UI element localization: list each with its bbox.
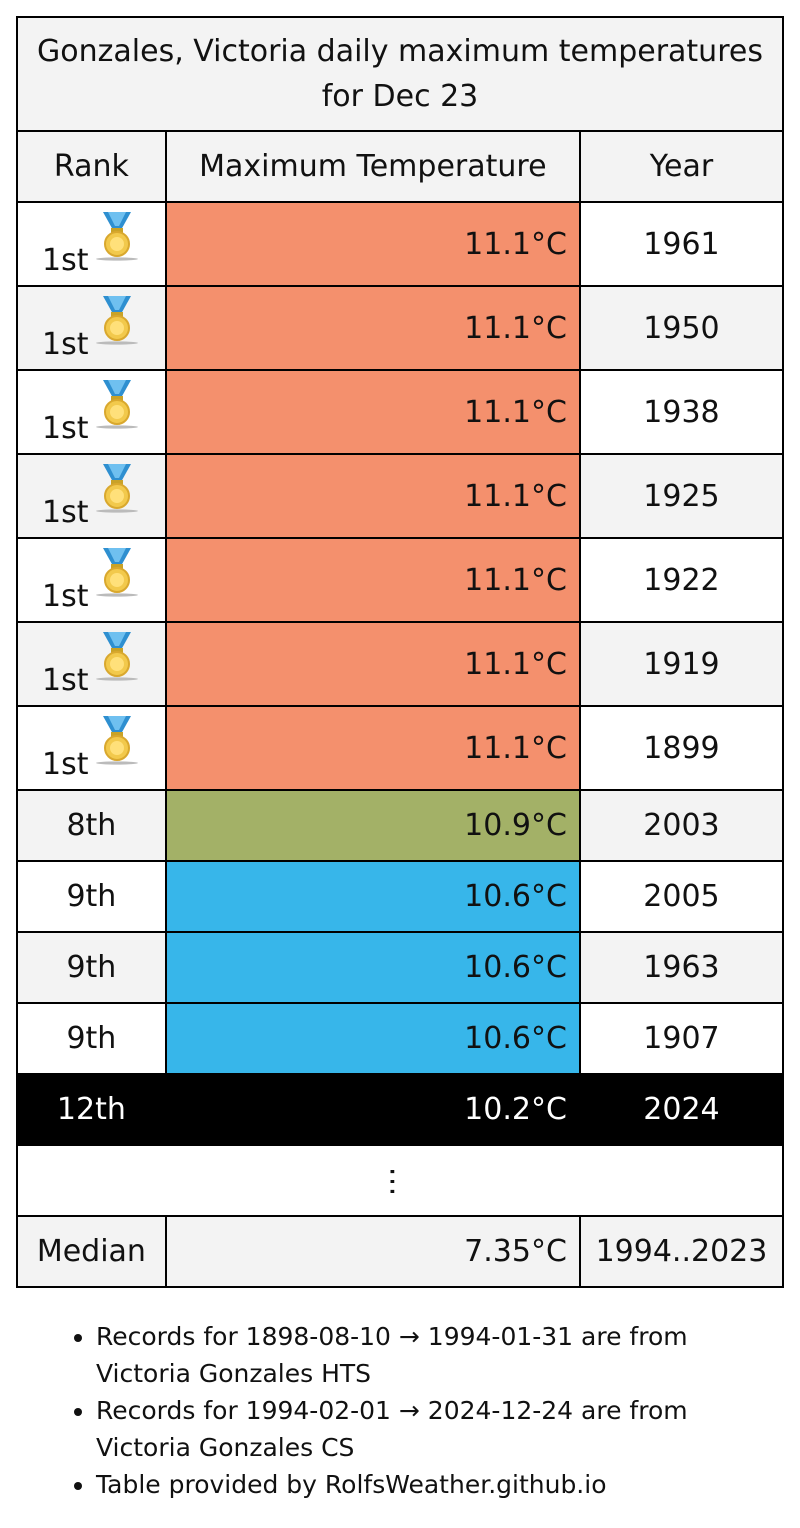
gold-medal-icon xyxy=(94,546,140,598)
rank-cell: 9th xyxy=(16,931,167,1004)
rank-cell: 1st xyxy=(16,369,167,455)
table-row: 1st 11.1°C 1961 xyxy=(16,201,785,287)
gold-medal-icon xyxy=(94,210,140,262)
record-rows: 1st 11.1°C 1961 1st 11.1°C 1950 1st 11.1°C 1938 1… xyxy=(16,201,785,1075)
temperature-cell: 11.1°C xyxy=(164,705,581,791)
table-row: 1st 11.1°C 1925 xyxy=(16,453,785,539)
table-row: 1st 11.1°C 1938 xyxy=(16,369,785,455)
current-year-row: 12th 10.2°C 2024 xyxy=(16,1073,785,1146)
rank-cell: 8th xyxy=(16,789,167,862)
rank-cell: 1st xyxy=(16,201,167,287)
temperature-cell: 11.1°C xyxy=(164,621,581,707)
rank-cell: 1st xyxy=(16,621,167,707)
rank-label: 1st xyxy=(42,411,89,446)
rank-label: 1st xyxy=(42,327,89,362)
temperature-cell: 11.1°C xyxy=(164,201,581,287)
ellipsis-row: … xyxy=(16,1144,784,1217)
caption-row: Gonzales, Victoria daily maximum tempera… xyxy=(16,16,784,132)
temperature-cell: 10.9°C xyxy=(164,789,581,862)
table-row: 1st 11.1°C 1899 xyxy=(16,705,785,791)
year-cell: 1922 xyxy=(578,537,785,623)
gold-medal-icon xyxy=(94,294,140,346)
notes-list: Records for 1898-08-10 → 1994-01-31 are … xyxy=(56,1318,776,1503)
gold-medal-icon xyxy=(94,462,140,514)
note-item: Records for 1994-02-01 → 2024-12-24 are … xyxy=(96,1392,776,1466)
temperature-cell: 10.6°C xyxy=(164,860,581,933)
temperature-cell: 10.2°C xyxy=(164,1073,581,1146)
year-cell: 1925 xyxy=(578,453,785,539)
ellipsis-text: … xyxy=(382,1166,418,1195)
temperature-cell: 11.1°C xyxy=(164,369,581,455)
rank-label: 1st xyxy=(42,495,89,530)
table-row: 8th 10.9°C 2003 xyxy=(16,789,785,862)
year-cell: 2003 xyxy=(578,789,785,862)
gold-medal-icon xyxy=(94,630,140,682)
year-cell: 2005 xyxy=(578,860,785,933)
table-row: 9th 10.6°C 1963 xyxy=(16,931,785,1004)
year-cell: 1938 xyxy=(578,369,785,455)
records-table: Gonzales, Victoria daily maximum tempera… xyxy=(16,16,785,1288)
note-item: Table provided by RolfsWeather.github.io xyxy=(96,1466,776,1503)
rank-cell: 12th xyxy=(16,1073,167,1146)
table-row: 1st 11.1°C 1922 xyxy=(16,537,785,623)
gold-medal-icon xyxy=(94,378,140,430)
table-row: 9th 10.6°C 2005 xyxy=(16,860,785,933)
rank-label: 9th xyxy=(66,1021,117,1056)
year-cell: 1950 xyxy=(578,285,785,371)
rank-cell: 1st xyxy=(16,537,167,623)
rank-label: 1st xyxy=(42,579,89,614)
rank-cell: 9th xyxy=(16,1002,167,1075)
median-label: Median xyxy=(16,1215,167,1288)
year-cell: 1961 xyxy=(578,201,785,287)
column-header-max-temperature: Maximum Temperature xyxy=(164,130,581,203)
rank-cell: 1st xyxy=(16,705,167,791)
rank-cell: 1st xyxy=(16,285,167,371)
table-caption: Gonzales, Victoria daily maximum tempera… xyxy=(16,16,784,132)
gold-medal-icon xyxy=(94,714,140,766)
more-rows-ellipsis: … xyxy=(16,1144,784,1217)
year-cell: 2024 xyxy=(578,1073,785,1146)
rank-label: 1st xyxy=(42,243,89,278)
table-row: 9th 10.6°C 1907 xyxy=(16,1002,785,1075)
temperature-cell: 11.1°C xyxy=(164,285,581,371)
median-temperature: 7.35°C xyxy=(164,1215,581,1288)
year-cell: 1919 xyxy=(578,621,785,707)
temperature-cell: 10.6°C xyxy=(164,931,581,1004)
year-cell: 1899 xyxy=(578,705,785,791)
year-cell: 1963 xyxy=(578,931,785,1004)
rank-cell: 1st xyxy=(16,453,167,539)
median-row: Median 7.35°C 1994..2023 xyxy=(16,1215,785,1288)
table-row: 1st 11.1°C 1950 xyxy=(16,285,785,371)
rank-cell: 9th xyxy=(16,860,167,933)
rank-label: 1st xyxy=(42,663,89,698)
temperature-cell: 11.1°C xyxy=(164,537,581,623)
rank-label: 9th xyxy=(66,879,117,914)
column-header-year: Year xyxy=(578,130,785,203)
rank-label: 8th xyxy=(66,808,117,843)
median-years: 1994..2023 xyxy=(578,1215,785,1288)
column-header-rank: Rank xyxy=(16,130,167,203)
table-row: 1st 11.1°C 1919 xyxy=(16,621,785,707)
rank-label: 1st xyxy=(42,747,89,782)
temperature-cell: 11.1°C xyxy=(164,453,581,539)
note-item: Records for 1898-08-10 → 1994-01-31 are … xyxy=(96,1318,776,1392)
header-row: Rank Maximum Temperature Year xyxy=(16,130,785,203)
year-cell: 1907 xyxy=(578,1002,785,1075)
rank-label: 9th xyxy=(66,950,117,985)
temperature-cell: 10.6°C xyxy=(164,1002,581,1075)
